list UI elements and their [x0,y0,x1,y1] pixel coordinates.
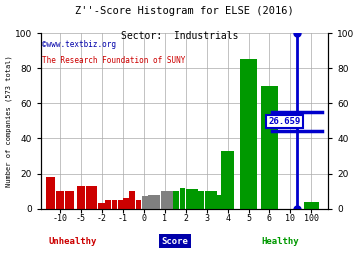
Bar [65,191,73,209]
Bar [161,191,167,209]
Title: Z''-Score Histogram for ELSE (2016): Z''-Score Histogram for ELSE (2016) [75,6,294,16]
Bar [217,195,223,209]
Bar [240,59,257,209]
Bar [154,195,160,209]
Text: Score: Score [162,237,189,246]
Bar [136,200,141,209]
Bar [86,186,95,209]
Bar [186,189,192,209]
Bar [205,191,211,209]
Bar [180,188,185,209]
Bar [129,191,135,209]
Bar [123,198,129,209]
Bar [77,186,85,209]
Bar [46,177,55,209]
Bar [112,200,117,209]
Bar [211,191,217,209]
Bar [88,186,96,209]
Text: Sector:  Industrials: Sector: Industrials [121,31,239,42]
Bar [304,202,319,209]
Bar [192,189,198,209]
Bar [148,195,154,209]
Bar [56,191,64,209]
Bar [261,86,278,209]
Bar [105,200,111,209]
Text: Unhealthy: Unhealthy [48,237,97,246]
Text: The Research Foundation of SUNY: The Research Foundation of SUNY [42,56,185,65]
Bar [221,151,234,209]
Y-axis label: Number of companies (573 total): Number of companies (573 total) [5,55,12,187]
Bar [167,191,173,209]
Bar [173,191,179,209]
Text: 26.659: 26.659 [268,117,300,126]
Bar [118,200,124,209]
Bar [98,203,106,209]
Bar [142,196,148,209]
Text: Healthy: Healthy [261,237,299,246]
Bar [198,191,204,209]
Text: ©www.textbiz.org: ©www.textbiz.org [42,40,116,49]
